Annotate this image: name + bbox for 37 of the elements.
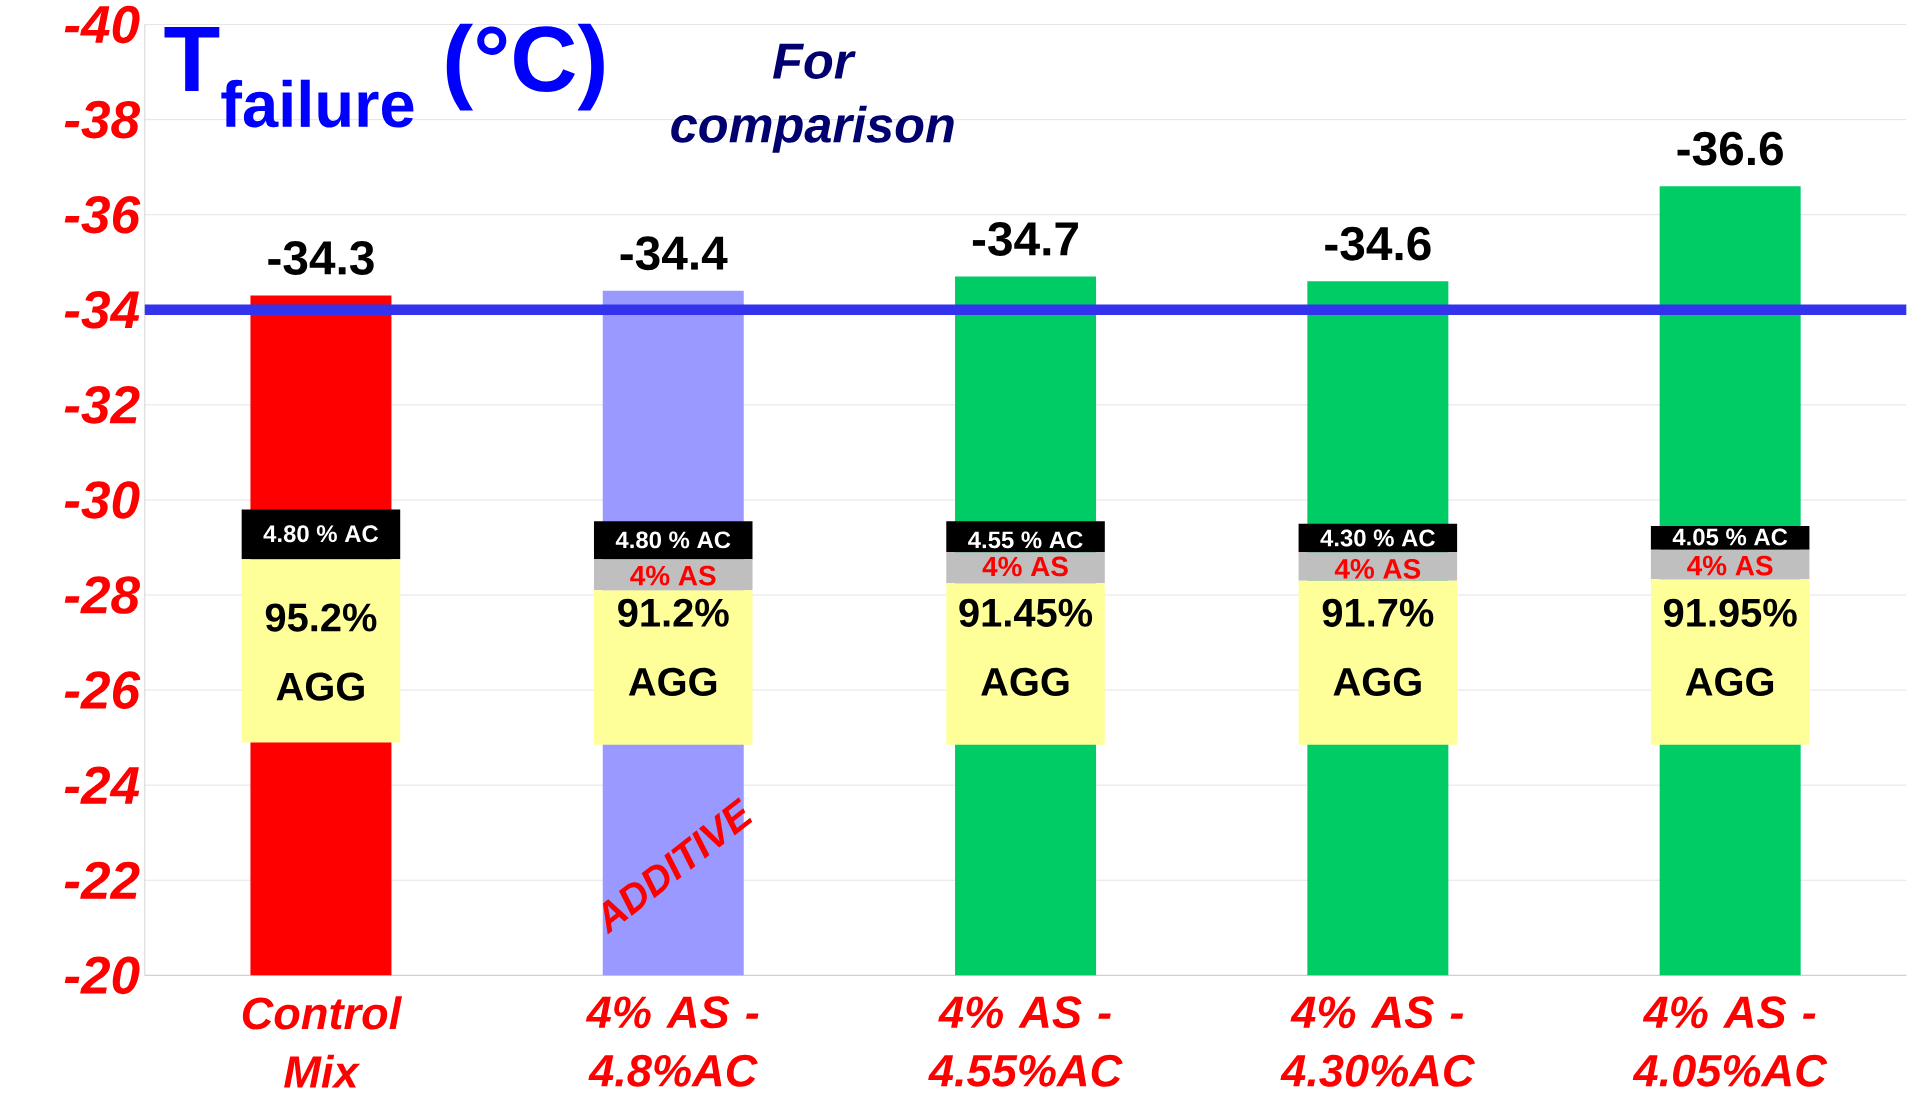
annotation: 4% AS (630, 565, 716, 586)
y-tick-label: -40 (64, 5, 140, 44)
annotation: For comparison (671, 43, 954, 153)
data-label: -36.6 (1677, 131, 1783, 166)
y-tick-label: -24 (64, 766, 140, 804)
y-tick-label: -32 (64, 386, 140, 424)
annotation: 4.30 % AC (1320, 529, 1435, 547)
y-tick-label: -38 (64, 100, 140, 139)
annotation: 91.45% AGG (959, 598, 1093, 697)
x-tick-label: 4% AS - 4.05%AC (1632, 996, 1828, 1087)
y-tick-label: -26 (64, 671, 141, 709)
annotation: 4% AS (1687, 555, 1773, 576)
data-label: -34.6 (1325, 226, 1431, 261)
annotation: T$_{failure}$ (°C) (164, 23, 604, 128)
annotation: 4% AS (1334, 559, 1421, 579)
y-tick-label: -28 (64, 576, 140, 614)
annotation: 95.2% AGG (265, 603, 377, 701)
x-tick-label: 4% AS - 4.8%AC (585, 996, 759, 1087)
annotation: 91.7% AGG (1322, 598, 1434, 697)
annotation: 4.80 % AC (263, 525, 379, 543)
data-label: -34.4 (620, 236, 728, 271)
y-tick-label: -36 (64, 195, 141, 234)
x-tick-label: 4% AS - 4.30%AC (1280, 996, 1476, 1087)
annotation: 4% AS (982, 556, 1068, 577)
y-tick-label: -34 (64, 291, 140, 329)
x-tick-label: 4% AS - 4.55%AC (928, 996, 1123, 1087)
y-tick-label: -20 (64, 956, 140, 995)
annotation: 91.2% AGG (618, 598, 729, 697)
annotation: 4.55 % AC (968, 531, 1083, 549)
y-tick-label: -30 (64, 481, 140, 519)
x-tick-label: Control Mix (242, 996, 402, 1088)
annotation: 91.95% AGG (1663, 598, 1797, 697)
data-label: -34.3 (268, 241, 374, 275)
annotation: 4.80 % AC (615, 531, 731, 549)
data-label: -34.7 (972, 222, 1078, 256)
y-tick-label: -22 (64, 861, 140, 899)
annotation: 4.05 % AC (1672, 528, 1788, 546)
